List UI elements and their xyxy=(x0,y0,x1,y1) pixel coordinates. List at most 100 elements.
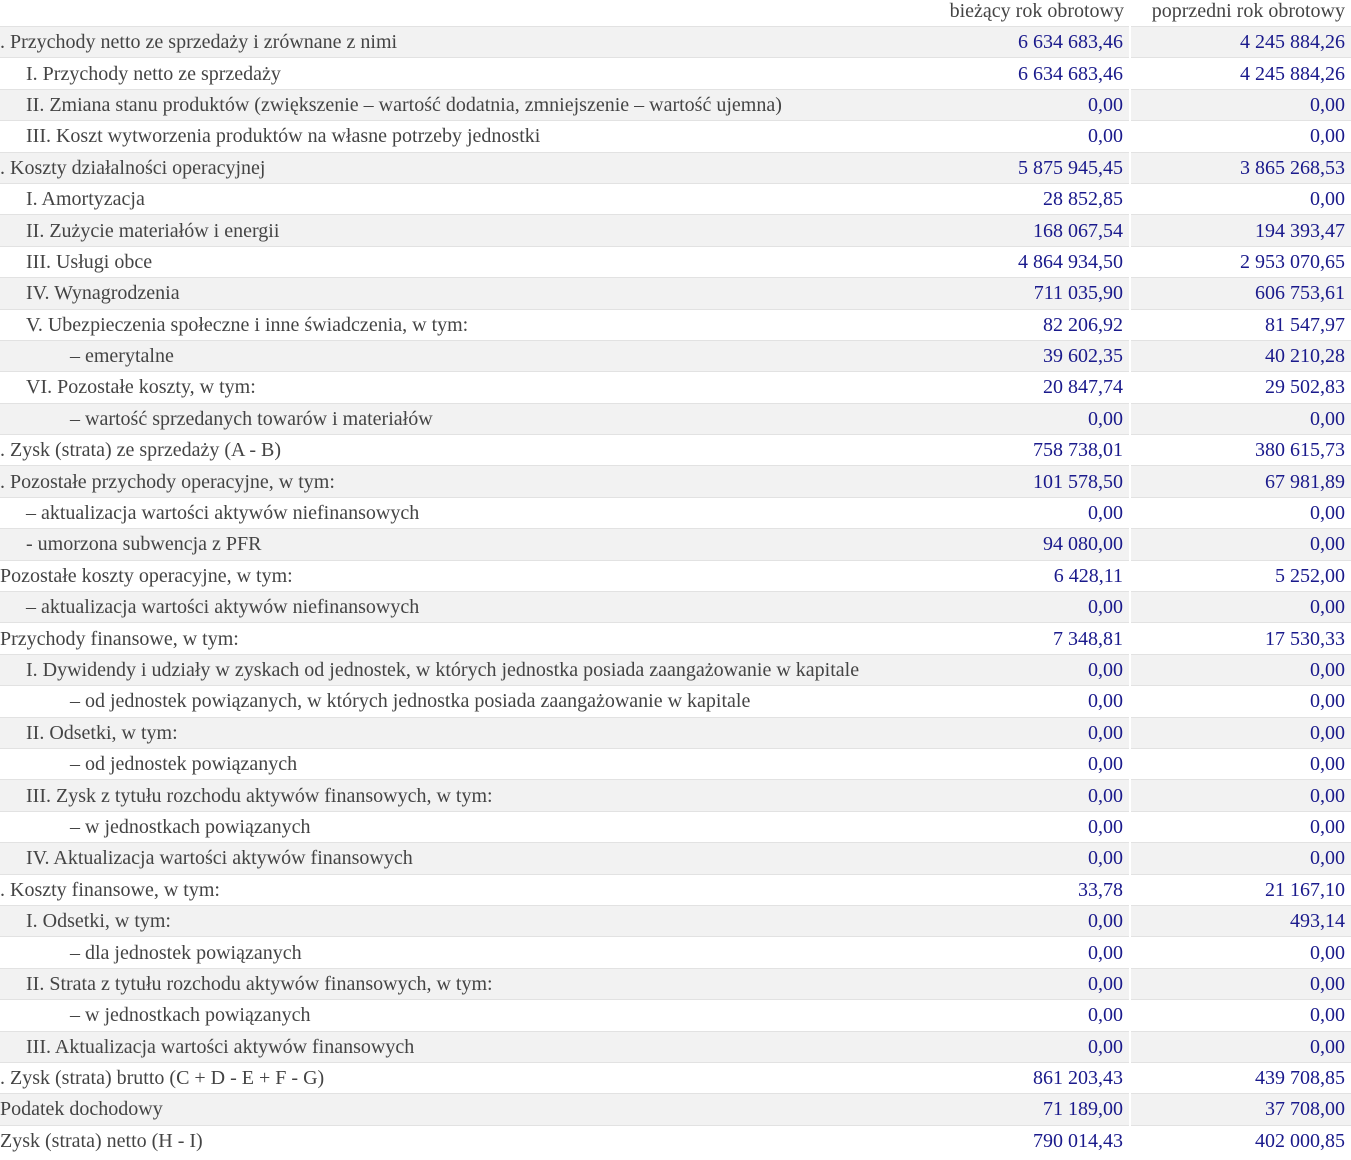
table-row: . Pozostałe przychody operacyjne, w tym:… xyxy=(0,465,1351,498)
previous-year-value: 81 547,97 xyxy=(1129,308,1351,341)
table-row: – aktualizacja wartości aktywów niefinan… xyxy=(0,496,1351,529)
previous-year-value: 4 245 884,26 xyxy=(1129,57,1351,90)
previous-year-value: 402 000,85 xyxy=(1129,1124,1351,1157)
previous-year-value: 67 981,89 xyxy=(1129,465,1351,498)
row-label: II. Zmiana stanu produktów (zwiększenie … xyxy=(0,88,938,121)
row-label: – wartość sprzedanych towarów i materiał… xyxy=(0,402,938,435)
row-label: . Zysk (strata) brutto (C + D - E + F - … xyxy=(0,1061,938,1094)
table-row: I. Amortyzacja 28 852,85 0,00 xyxy=(0,182,1351,215)
current-year-value: 0,00 xyxy=(938,120,1130,153)
current-year-value: 711 035,90 xyxy=(938,277,1130,310)
current-year-value: 0,00 xyxy=(938,747,1130,780)
current-year-value: 6 634 683,46 xyxy=(938,25,1130,58)
current-year-value: 0,00 xyxy=(938,936,1130,969)
row-label: IV. Wynagrodzenia xyxy=(0,277,938,310)
row-label: II. Strata z tytułu rozchodu aktywów fin… xyxy=(0,967,938,1000)
table-row: II. Zużycie materiałów i energii 168 067,… xyxy=(0,214,1351,247)
row-label: – w jednostkach powiązanych xyxy=(0,810,938,843)
current-year-value: 758 738,01 xyxy=(938,434,1130,466)
table-row: – aktualizacja wartości aktywów niefinan… xyxy=(0,591,1351,623)
current-year-value: 0,00 xyxy=(938,653,1130,686)
table-row: V. Ubezpieczenia społeczne i inne świadc… xyxy=(0,308,1351,341)
header-previous-year: poprzedni rok obrotowy xyxy=(1151,0,1345,22)
table-row: I. Odsetki, w tym: 0,00 493,14 xyxy=(0,904,1351,937)
row-label: – w jednostkach powiązanych xyxy=(0,999,938,1031)
row-label: I. Przychody netto ze sprzedaży xyxy=(0,57,938,90)
previous-year-value: 2 953 070,65 xyxy=(1129,245,1351,278)
row-label: III. Aktualizacja wartości aktywów finan… xyxy=(0,1030,938,1063)
table-row: Podatek dochodowy 71 189,00 37 708,00 xyxy=(0,1093,1351,1126)
previous-year-value: 5 252,00 xyxy=(1129,559,1351,592)
current-year-value: 82 206,92 xyxy=(938,308,1130,341)
table-row: I. Dywidendy i udziały w zyskach od jedn… xyxy=(0,653,1351,686)
table-row: . Przychody netto ze sprzedaży i zrównan… xyxy=(0,25,1351,58)
current-year-value: 20 847,74 xyxy=(938,371,1130,404)
table-row: – od jednostek powiązanych 0,00 0,00 xyxy=(0,747,1351,780)
previous-year-value: 21 167,10 xyxy=(1129,873,1351,906)
previous-year-value: 0,00 xyxy=(1129,1030,1351,1063)
row-label: . Koszty działalności operacyjnej xyxy=(0,151,938,184)
previous-year-value: 37 708,00 xyxy=(1129,1093,1351,1126)
table-row: – w jednostkach powiązanych 0,00 0,00 xyxy=(0,999,1351,1031)
previous-year-value: 0,00 xyxy=(1129,88,1351,121)
previous-year-value: 0,00 xyxy=(1129,402,1351,435)
row-label: VI. Pozostałe koszty, w tym: xyxy=(0,371,938,404)
current-year-value: 5 875 945,45 xyxy=(938,151,1130,184)
table-header: bieżący rok obrotowy poprzedni rok obrot… xyxy=(0,0,1351,27)
header-label-column xyxy=(0,0,938,27)
current-year-value: 6 428,11 xyxy=(938,559,1130,592)
previous-year-value: 40 210,28 xyxy=(1129,339,1351,372)
row-label: I. Odsetki, w tym: xyxy=(0,904,938,937)
row-label: . Pozostałe przychody operacyjne, w tym: xyxy=(0,465,938,498)
table-row: II. Strata z tytułu rozchodu aktywów fin… xyxy=(0,967,1351,1000)
current-year-value: 790 014,43 xyxy=(938,1124,1130,1157)
current-year-value: 0,00 xyxy=(938,999,1130,1031)
row-label: II. Zużycie materiałów i energii xyxy=(0,214,938,247)
previous-year-value: 0,00 xyxy=(1129,779,1351,812)
table-row: IV. Wynagrodzenia 711 035,90 606 753,61 xyxy=(0,277,1351,310)
previous-year-value: 4 245 884,26 xyxy=(1129,25,1351,58)
previous-year-value: 194 393,47 xyxy=(1129,214,1351,247)
current-year-value: 71 189,00 xyxy=(938,1093,1130,1126)
table-row: III. Usługi obce 4 864 934,50 2 953 070,65 xyxy=(0,245,1351,278)
previous-year-value: 0,00 xyxy=(1129,653,1351,686)
table-row: I. Przychody netto ze sprzedaży 6 634 683… xyxy=(0,57,1351,90)
table-row: Pozostałe koszty operacyjne, w tym: 6 428… xyxy=(0,559,1351,592)
current-year-value: 101 578,50 xyxy=(938,465,1130,498)
current-year-value: 168 067,54 xyxy=(938,214,1130,247)
row-label: – aktualizacja wartości aktywów niefinan… xyxy=(0,591,938,623)
current-year-value: 39 602,35 xyxy=(938,339,1130,372)
table-row: – dla jednostek powiązanych 0,00 0,00 xyxy=(0,936,1351,969)
table-row: Przychody finansowe, w tym: 7 348,81 17 53… xyxy=(0,622,1351,655)
current-year-value: 33,78 xyxy=(938,873,1130,906)
current-year-value: 4 864 934,50 xyxy=(938,245,1130,278)
table-row: – w jednostkach powiązanych 0,00 0,00 xyxy=(0,810,1351,843)
row-label: . Koszty finansowe, w tym: xyxy=(0,873,938,906)
current-year-value: 0,00 xyxy=(938,685,1130,718)
row-label: III. Zysk z tytułu rozchodu aktywów fina… xyxy=(0,779,938,812)
current-year-value: 0,00 xyxy=(938,967,1130,1000)
current-year-value: 861 203,43 xyxy=(938,1061,1130,1094)
row-label: I. Amortyzacja xyxy=(0,182,938,215)
previous-year-value: 3 865 268,53 xyxy=(1129,151,1351,184)
previous-year-value: 0,00 xyxy=(1129,591,1351,623)
previous-year-value: 380 615,73 xyxy=(1129,434,1351,466)
previous-year-value: 0,00 xyxy=(1129,528,1351,561)
row-label: - umorzona subwencja z PFR xyxy=(0,528,938,561)
current-year-value: 0,00 xyxy=(938,842,1130,875)
table-row: . Koszty finansowe, w tym: 33,78 21 167,10 xyxy=(0,873,1351,906)
row-label: Podatek dochodowy xyxy=(0,1093,938,1126)
row-label: . Przychody netto ze sprzedaży i zrównan… xyxy=(0,25,938,58)
table-row: – wartość sprzedanych towarów i materiał… xyxy=(0,402,1351,435)
row-label: – emerytalne xyxy=(0,339,938,372)
table-row: III. Aktualizacja wartości aktywów finan… xyxy=(0,1030,1351,1063)
table-row: Zysk (strata) netto (H - I) 790 014,43 402… xyxy=(0,1124,1351,1157)
previous-year-value: 17 530,33 xyxy=(1129,622,1351,655)
table-row: – od jednostek powiązanych, w których je… xyxy=(0,685,1351,718)
current-year-value: 0,00 xyxy=(938,779,1130,812)
previous-year-value: 29 502,83 xyxy=(1129,371,1351,404)
current-year-value: 28 852,85 xyxy=(938,182,1130,215)
previous-year-value: 0,00 xyxy=(1129,936,1351,969)
row-label: Przychody finansowe, w tym: xyxy=(0,622,938,655)
table-row: III. Zysk z tytułu rozchodu aktywów fina… xyxy=(0,779,1351,812)
